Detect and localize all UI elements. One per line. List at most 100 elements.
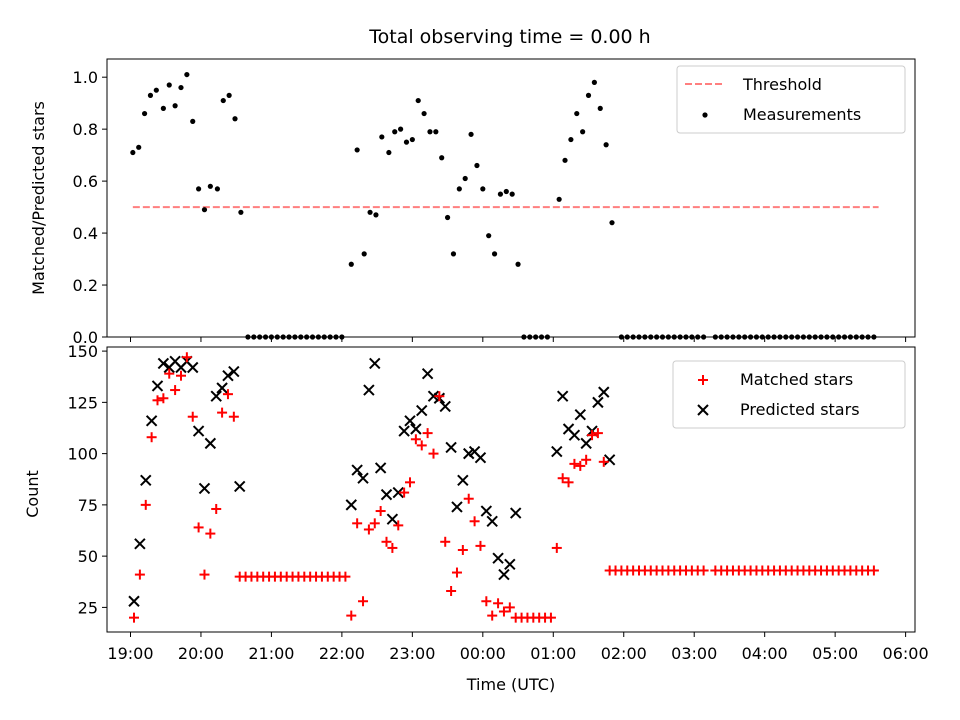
predicted-point (145, 415, 158, 427)
matched-point (193, 522, 204, 533)
matched-point (381, 536, 392, 547)
predicted-point (445, 441, 457, 454)
measurement-point (503, 188, 509, 195)
predicted-point (128, 595, 140, 607)
ratio-plot-frame (106, 58, 916, 338)
count-y-axis-label: Count (23, 470, 42, 518)
measurement-point (184, 71, 190, 78)
predicted-point (198, 482, 211, 495)
measurement-point (238, 209, 244, 215)
matched-point (563, 477, 574, 488)
predicted-point (380, 488, 393, 501)
measurement-point (439, 155, 445, 161)
matched-point (545, 612, 556, 623)
measurement-point (160, 105, 166, 111)
measurement-point (444, 214, 451, 221)
measurement-point (580, 129, 586, 135)
ratio-legend-box (676, 65, 906, 134)
predicted-point (392, 486, 404, 499)
measurement-point (497, 191, 504, 197)
legend-matched-marker (698, 375, 708, 385)
matched-point (416, 440, 427, 451)
ratio-y-tick-label: 0.4 (73, 224, 98, 243)
ratio-y-tick-label: 0.8 (73, 120, 98, 139)
predicted-point (486, 515, 498, 527)
measurement-point (354, 147, 360, 153)
ratio-y-axis: 0.0 0.2 0.4 0.6 0.8 1.0 (73, 68, 107, 347)
measurement-point (515, 261, 521, 267)
matched-point (340, 571, 351, 582)
matched-point (551, 542, 562, 553)
measurement-point (462, 175, 468, 182)
predicted-point (574, 408, 586, 421)
x-tick-label: 22:00 (319, 644, 365, 663)
matched-point (440, 536, 451, 547)
predicted-point (504, 558, 516, 571)
ratio-legend: Threshold Measurements (676, 65, 906, 134)
measurement-point (468, 131, 474, 137)
predicted-point (592, 396, 604, 409)
predicted-point (498, 568, 510, 581)
predicted-point (439, 400, 451, 413)
predicted-point (451, 501, 463, 513)
count-y-tick-label: 50 (78, 547, 98, 566)
predicted-point (404, 415, 416, 427)
legend-threshold-label: Threshold (742, 75, 822, 94)
measurement-point (214, 186, 220, 192)
predicted-point (345, 499, 357, 511)
chart-title: Total observing time = 0.00 h (368, 26, 650, 48)
measurement-point (136, 144, 142, 150)
ratio-y-tick-label: 0.6 (73, 172, 98, 191)
predicted-point (357, 472, 369, 484)
matched-point (587, 430, 598, 441)
count-plot-frame (106, 346, 916, 633)
predicted-point (603, 454, 616, 466)
matched-point (175, 370, 186, 381)
matched-point (393, 520, 404, 531)
matched-point (199, 569, 210, 580)
predicted-point (580, 437, 592, 450)
predicted-point (598, 386, 610, 398)
measurement-point (491, 251, 498, 257)
measurement-point (226, 92, 232, 98)
matched-point (581, 454, 592, 465)
measurement-point (409, 136, 415, 143)
predicted-point (363, 384, 375, 396)
x-tick-label: 20:00 (178, 644, 224, 663)
matched-point (428, 448, 439, 459)
matched-point (410, 434, 421, 445)
predicted-point (134, 538, 146, 550)
matched-point (422, 428, 433, 439)
matched-point (405, 477, 415, 488)
measurement-point (392, 129, 398, 135)
matched-point (504, 602, 515, 613)
x-tick-label: 04:00 (742, 644, 788, 663)
matched-point (475, 540, 486, 551)
ratio-y-tick-label: 0.2 (73, 276, 98, 295)
predicted-point (151, 380, 164, 392)
legend-predicted-swatch (697, 404, 709, 416)
matched-point (170, 385, 181, 396)
measurement-point (178, 84, 184, 91)
matched-point (146, 432, 157, 443)
measurement-point (386, 149, 392, 156)
predicted-point (416, 404, 428, 417)
matched-point (228, 411, 239, 422)
x-tick-label: 21:00 (248, 644, 294, 663)
measurement-point (421, 110, 427, 117)
x-tick-label: 06:00 (883, 644, 929, 663)
matched-point (575, 460, 586, 471)
predicted-point (222, 369, 234, 382)
ratio-y-tick-label: 1.0 (73, 68, 98, 87)
matched-point (493, 598, 504, 609)
predicted-point (410, 423, 422, 435)
count-legend: Matched stars Predicted stars (672, 360, 906, 429)
predicted-point (234, 480, 246, 493)
matched-point (363, 524, 374, 535)
predicted-point (210, 390, 222, 402)
measurement-point (486, 233, 492, 239)
measurement-point (509, 191, 515, 197)
legend-measurements-swatch (702, 112, 708, 118)
measurement-point (166, 82, 172, 88)
legend-matched-label: Matched stars (740, 370, 853, 389)
